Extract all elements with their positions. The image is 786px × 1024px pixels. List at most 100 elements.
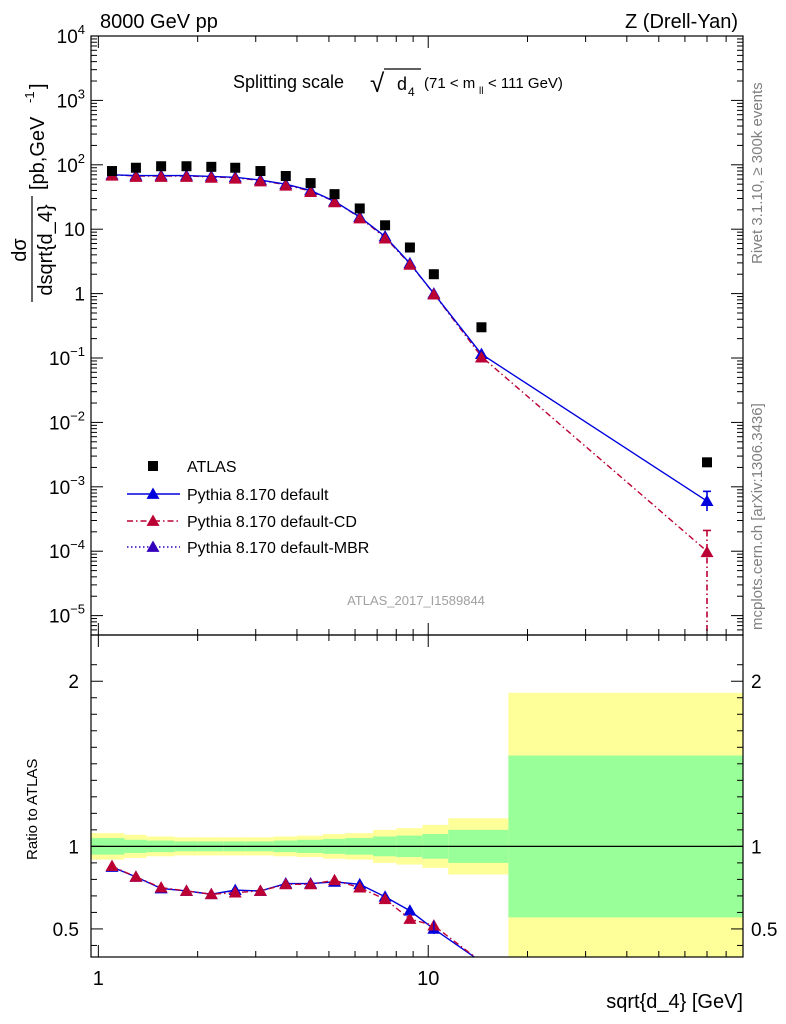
default-point xyxy=(700,494,714,506)
pythia-8-170-default-cd-ratio-point xyxy=(304,877,318,890)
y-tick-label: 10 xyxy=(64,220,85,241)
plot-title-var-sub: 4 xyxy=(408,85,415,99)
ylabel-main: dσ dsqrt{d_4} [pb,GeV -1 ] xyxy=(9,83,57,302)
pythia-8-170-default-cd-ratio-point xyxy=(378,892,392,905)
header-right: Z (Drell-Yan) xyxy=(625,11,738,33)
default-cd-point xyxy=(253,175,267,187)
y-tick-exponent: −1 xyxy=(70,344,85,359)
legend-label: ATLAS xyxy=(187,459,237,476)
ratio-panel-series xyxy=(105,859,477,957)
stat-band-bin xyxy=(508,755,743,918)
atlas-point xyxy=(354,203,365,214)
y-tick-label: 1 xyxy=(74,285,85,306)
default-cd-point xyxy=(279,179,293,191)
atlas-point xyxy=(206,161,217,172)
xlabel: sqrt{d_4} [GeV] xyxy=(606,991,743,1013)
atlas-point xyxy=(701,457,712,468)
y-tick-label: 10−2 xyxy=(49,408,85,434)
atlas-point xyxy=(428,269,439,280)
rivet-label: Rivet 3.1.10, ≥ 300k events xyxy=(749,82,766,264)
ratio-y-tick-label-right: 0.5 xyxy=(751,920,777,941)
legend-marker xyxy=(148,461,158,471)
plot-title-cut-sub: ll xyxy=(479,86,483,97)
sqrt-symbol: √ xyxy=(370,68,385,98)
legend-label: Pythia 8.170 default xyxy=(187,487,329,504)
legend: ATLAS Pythia 8.170 default Pythia 8.170 de… xyxy=(127,459,369,557)
default-cd-point xyxy=(427,288,441,300)
default-cd-point xyxy=(474,351,488,363)
y-tick-exponent: −3 xyxy=(70,473,85,488)
default-cd-point xyxy=(304,185,318,198)
ratio-frame xyxy=(90,634,744,958)
legend-item-pythia-8-170-default-cd: Pythia 8.170 default-CD xyxy=(127,514,357,531)
pythia-8-170-default-cd-ratio-point xyxy=(105,859,119,872)
plot-title-main: Splitting scale xyxy=(233,72,344,92)
default-cd-point xyxy=(154,170,168,182)
legend-item-pythia-8-170-default-mbr: Pythia 8.170 default-MBR xyxy=(127,540,369,557)
y-tick-label: 104 xyxy=(57,22,85,48)
pythia-8-170-default-cd-ratio-point xyxy=(253,884,267,896)
header-left: 8000 GeV pp xyxy=(100,11,218,33)
pythia-8-170-default-cd-ratio-point xyxy=(154,881,168,893)
atlas-point xyxy=(181,161,192,172)
pythia-8-170-default-cd-ratio-point xyxy=(204,887,218,900)
atlas-point xyxy=(255,166,266,177)
y-tick-label: 10−4 xyxy=(49,537,85,563)
ratio-y-tick-label: 1 xyxy=(68,837,79,858)
pythia-8-170-default-cd-ratio-point xyxy=(279,877,293,890)
atlas-point xyxy=(280,171,291,182)
atlas-point xyxy=(380,220,391,231)
ylabel-unit-open: [pb,GeV xyxy=(27,116,49,190)
mcplots-label: mcplots.cern.ch [arXiv:1306.3436] xyxy=(749,403,766,630)
default-cd-point xyxy=(353,211,367,224)
pythia-8-170-default-cd-ratio-point xyxy=(403,912,417,924)
default-cd-point xyxy=(179,170,193,182)
ratio-y-tick-label-right: 1 xyxy=(751,837,762,858)
pythia-8-170-default-cd-ratio-line xyxy=(111,865,477,957)
default-cd-point xyxy=(378,232,392,244)
y-tick-label: 102 xyxy=(57,151,85,177)
atlas-point xyxy=(305,178,316,189)
legend-item-atlas: ATLAS xyxy=(148,459,237,476)
legend-marker xyxy=(146,514,160,526)
y-tick-exponent: −5 xyxy=(70,602,85,617)
atlas-point xyxy=(230,162,241,173)
atlas-point xyxy=(130,162,141,173)
y-tick-label: 103 xyxy=(57,86,85,112)
atlas-point xyxy=(156,161,167,172)
default-cd-point xyxy=(129,170,143,182)
legend-marker xyxy=(146,540,160,552)
plot-title-cut-open: (71 < m xyxy=(424,75,475,92)
ratio-y-tick-label: 0.5 xyxy=(53,920,79,941)
default-cd-point xyxy=(700,545,714,558)
analysis-id: ATLAS_2017_I1589844 xyxy=(347,593,485,608)
atlas-point xyxy=(476,322,487,333)
y-tick-label: 10−1 xyxy=(49,344,85,370)
y-tick-base: 10 xyxy=(49,478,70,499)
atlas-point xyxy=(404,242,415,253)
y-tick-base: 10 xyxy=(49,349,70,370)
main-panel-series xyxy=(105,161,714,635)
y-tick-exponent: −2 xyxy=(70,408,85,423)
y-tick-base: 10 xyxy=(57,156,78,177)
y-tick-exponent: 2 xyxy=(78,151,85,166)
y-tick-base: 10 xyxy=(49,542,70,563)
x-tick-label: 1 xyxy=(93,968,104,990)
plot-title: Splitting scale √ d 4 (71 < m ll < 111 G… xyxy=(233,68,563,99)
ylabel-ratio: Ratio to ATLAS xyxy=(24,759,41,860)
default-cd-point xyxy=(228,172,242,184)
ylabel-num: dσ xyxy=(9,238,31,262)
pythia-8-170-default-cd-ratio-point xyxy=(129,870,143,882)
legend-marker xyxy=(146,487,160,499)
legend-item-pythia-8-170-default: Pythia 8.170 default xyxy=(127,487,329,504)
ratio-series-clipped xyxy=(105,859,477,957)
ratio-y-tick-label: 2 xyxy=(68,672,79,693)
ratio-y-tick-label-right: 2 xyxy=(751,672,762,693)
y-tick-base: 10 xyxy=(57,91,78,112)
default-cd-point xyxy=(403,258,417,270)
y-tick-base: 10 xyxy=(49,413,70,434)
y-tick-base: 10 xyxy=(49,607,70,628)
ylabel-unit-sup: -1 xyxy=(22,91,37,103)
